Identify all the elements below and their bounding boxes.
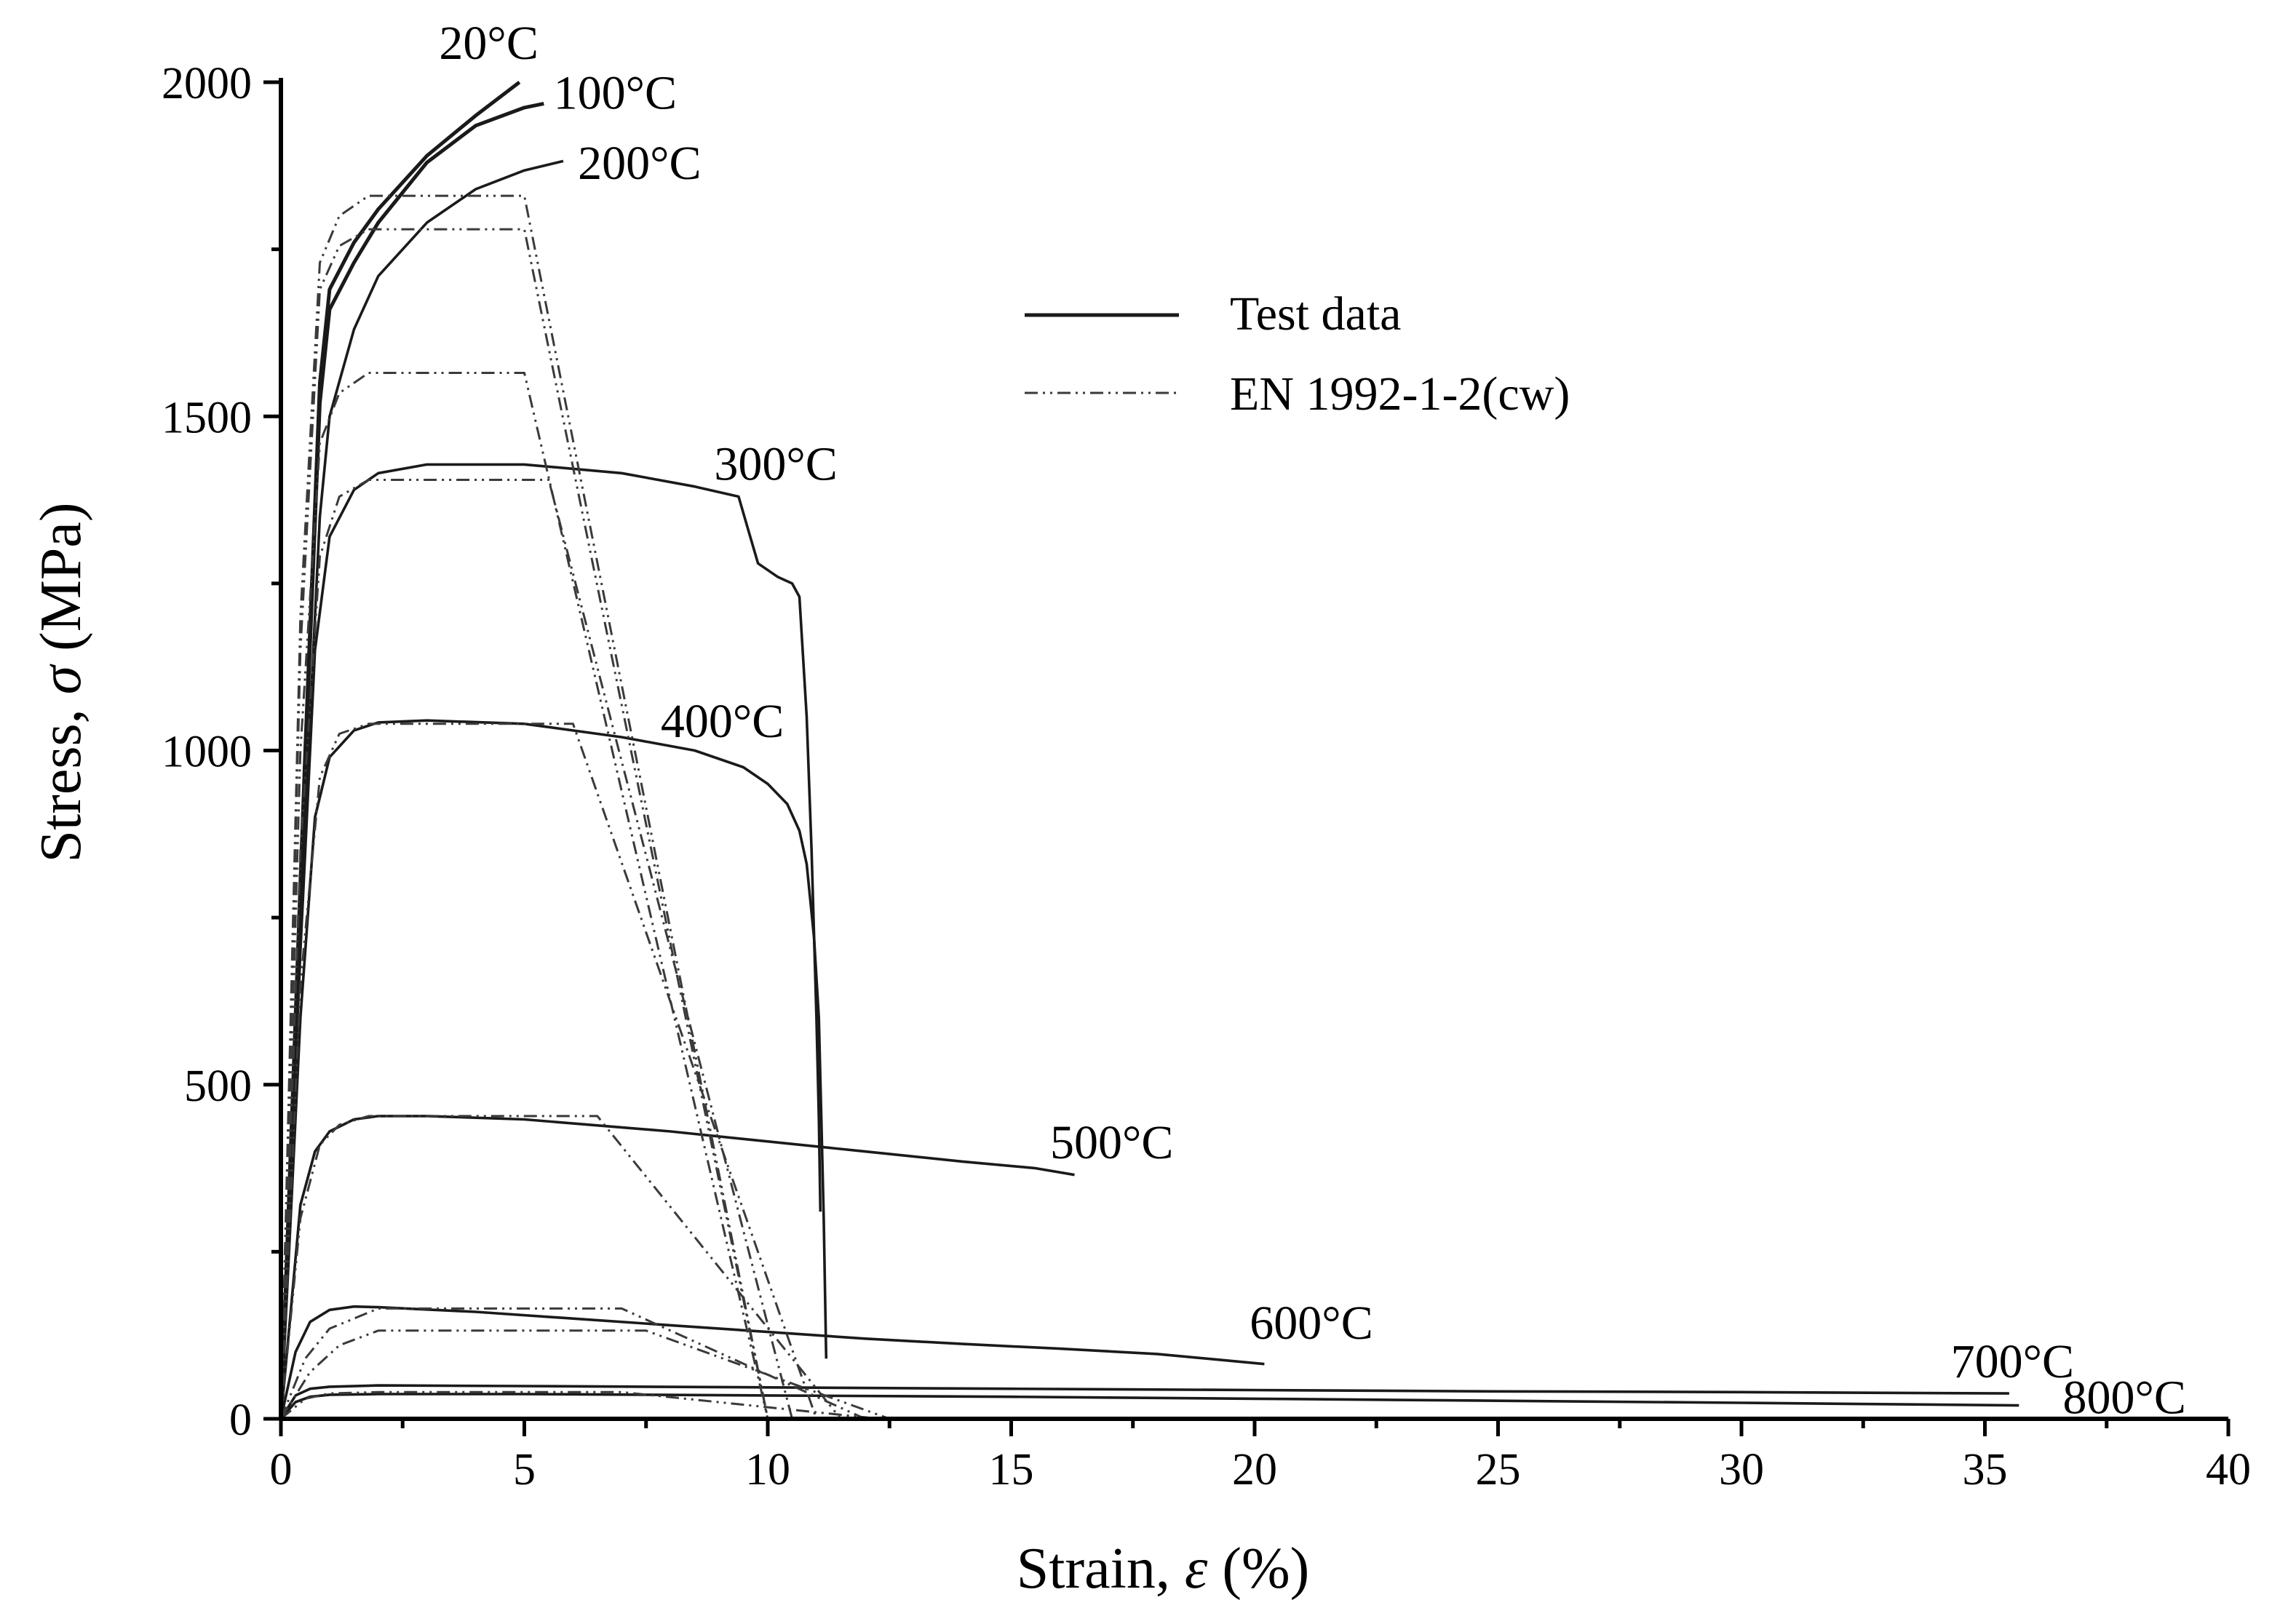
en-curve-en-300-c: [279, 479, 793, 1420]
plot-series: [279, 81, 2019, 1420]
en-curve-en-200-c: [279, 372, 769, 1420]
y-tick-label: 0: [229, 1396, 252, 1445]
test-curve-600-c: [279, 1305, 1265, 1420]
temperature-label-500-c: 500°C: [1050, 1116, 1173, 1169]
en-curve-en-400-c: [279, 723, 818, 1420]
temperature-label-20-c: 20°C: [439, 17, 538, 70]
test-curve-100-c: [279, 101, 544, 1420]
x-axis-title: Strain, ε (%): [1017, 1537, 1310, 1601]
temperature-label-200-c: 200°C: [578, 137, 701, 190]
en-curve-en-700-c: [280, 1390, 881, 1420]
x-axis-title-symbol: ε: [1185, 1537, 1208, 1601]
legend-test-data-label: Test data: [1230, 287, 1401, 341]
test-curve-200-c: [279, 159, 564, 1420]
x-tick-label: 15: [989, 1445, 1034, 1494]
x-tick-label: 25: [1476, 1445, 1521, 1494]
y-axis-title-prefix: Stress,: [29, 694, 93, 862]
x-tick-label: 5: [513, 1445, 536, 1494]
axes: [279, 78, 2228, 1421]
en-curve-en-600-c: [279, 1307, 866, 1420]
y-tick-label: 1000: [162, 728, 252, 777]
en-curve-en-500-c: [279, 1115, 842, 1420]
y-tick-label: 1500: [162, 393, 252, 442]
test-curve-300-c: [279, 463, 822, 1420]
temperature-label-800-c: 800°C: [2063, 1372, 2186, 1425]
series-labels: 20°C 100°C 200°C 300°C 400°C 500°C 600°C 700°C8…: [439, 17, 2186, 1425]
y-axis-title: Stress, σ (MPa): [29, 502, 93, 862]
temperature-label-300-c: 300°C: [714, 438, 837, 491]
x-tick-label: 10: [745, 1445, 790, 1494]
x-tick-label: 20: [1232, 1445, 1277, 1494]
temperature-label-100-c: 100°C: [554, 67, 677, 120]
en-curve-en-600-c-b: [279, 1329, 890, 1420]
test-curve-700-c: [279, 1384, 2009, 1420]
en-curve-en-20-c: [279, 194, 769, 1420]
temperature-label-700-c: 700°C: [1951, 1335, 2074, 1388]
y-tick-label: 2000: [162, 59, 252, 108]
y-axis-title-symbol: σ: [29, 664, 93, 694]
legend: Test data EN 1992-1-2(cw): [1025, 287, 1570, 421]
x-tick-label: 30: [1719, 1445, 1764, 1494]
x-tick-label: 0: [270, 1445, 293, 1494]
legend-en-label: EN 1992-1-2(cw): [1230, 367, 1570, 421]
ticks: 0 5 10 15 20 25 30 35 40 0 500 1000 1500 2000: [162, 59, 2251, 1494]
y-axis-title-suffix: (MPa): [29, 502, 93, 665]
test-curve-800-c: [279, 1393, 2019, 1420]
test-curve-20-c: [279, 81, 521, 1420]
test-curve-400-c: [279, 719, 828, 1420]
x-axis-title-suffix: (%): [1207, 1537, 1309, 1601]
en-curve-en-100-c: [279, 228, 769, 1420]
test-curve-500-c: [279, 1115, 1075, 1420]
y-tick-label: 500: [184, 1062, 252, 1111]
x-tick-label: 35: [1963, 1445, 2008, 1494]
x-axis-title-prefix: Strain,: [1017, 1537, 1185, 1601]
x-tick-label: 40: [2206, 1445, 2251, 1494]
temperature-label-600-c: 600°C: [1250, 1297, 1373, 1350]
temperature-label-400-c: 400°C: [661, 695, 784, 748]
